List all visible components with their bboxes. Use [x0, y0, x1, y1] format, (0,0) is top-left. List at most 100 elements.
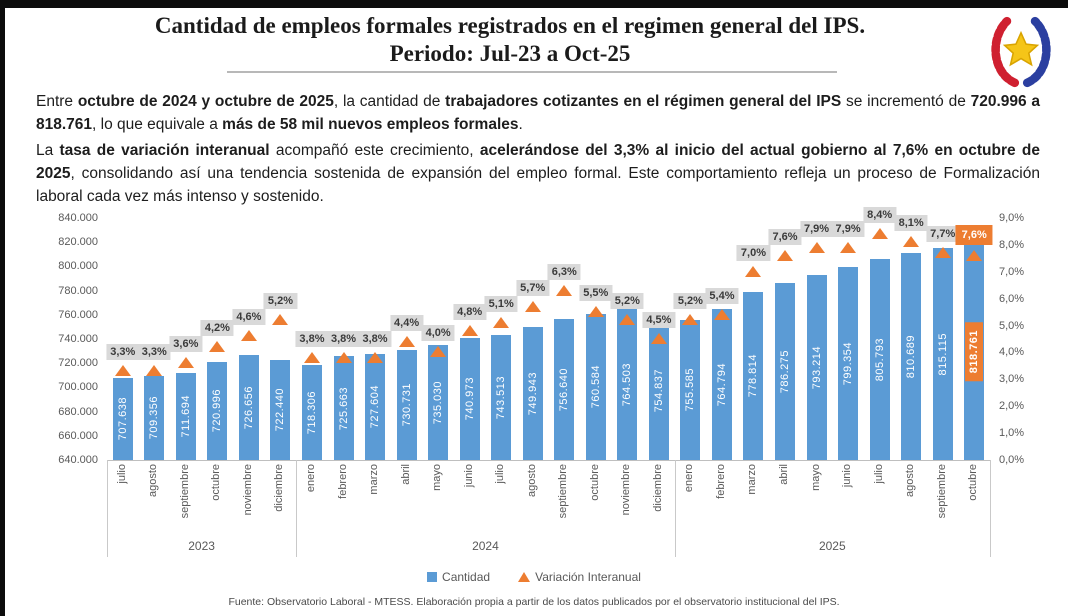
- bar-value-label: 727.604: [369, 385, 382, 429]
- bar-series-swatch-icon: [427, 572, 438, 582]
- secondary-axis-tick-label: 1,0%: [999, 427, 1025, 440]
- variacion-pct-label: 3,3%: [137, 344, 171, 361]
- bar-cantidad: [680, 320, 701, 460]
- text-segment: , lo que equivale a: [92, 116, 223, 133]
- month-tick-label: mayo: [809, 464, 822, 491]
- bar-value-label-wrap: 778.814: [739, 292, 767, 460]
- bar-value-label: 749.943: [526, 371, 539, 416]
- month-tick-label: octubre: [967, 464, 980, 501]
- variacion-triangle-marker: [367, 351, 384, 363]
- text-segment: tasa de variación interanual: [59, 142, 270, 159]
- bar-value-label-wrap: 755.585: [676, 320, 704, 460]
- bar-cantidad: [585, 314, 606, 460]
- variacion-triangle-marker: [398, 335, 415, 347]
- variacion-triangle-marker: [934, 246, 951, 258]
- bar-cantidad: [459, 337, 480, 460]
- variacion-triangle-marker: [493, 316, 510, 328]
- primary-axis-tick-label: 740.000: [58, 333, 98, 345]
- bar-value-label: 810.689: [905, 335, 918, 379]
- bar-value-label: 793.214: [810, 345, 823, 389]
- bar-cantidad: [270, 360, 291, 460]
- year-group-separator: [296, 460, 298, 557]
- bar-value-label: 707.638: [116, 397, 129, 441]
- variacion-pct-label: 7,6%: [768, 228, 802, 245]
- bar-value-label: 740.973: [463, 377, 476, 421]
- variacion-pct-label: 5,5%: [579, 285, 613, 302]
- bar-cantidad: [144, 376, 165, 460]
- bar-value-label: 735.030: [432, 380, 445, 425]
- bar-cantidad: [711, 308, 732, 460]
- bar-cantidad: [617, 309, 638, 460]
- text-segment: octubre de 2024 y octubre de 2025: [77, 93, 334, 110]
- text-segment: trabajadores cotizantes en el régimen ge…: [445, 93, 842, 110]
- text-segment: 720.996 a 818.761: [36, 93, 1040, 133]
- month-tick-label: abril: [778, 464, 791, 485]
- bar-cantidad: [522, 326, 543, 460]
- variacion-triangle-marker: [682, 314, 699, 326]
- variacion-pct-label: 7,7%: [926, 225, 960, 242]
- variacion-triangle-marker: [808, 241, 825, 253]
- month-tick-label: marzo: [368, 464, 381, 495]
- month-tick-label: enero: [683, 464, 696, 493]
- month-tick-label: agosto: [904, 464, 917, 498]
- primary-axis-tick-label: 720.000: [58, 357, 98, 370]
- bar-value-label: 718.306: [305, 390, 318, 435]
- year-tick-label: 2024: [472, 539, 499, 553]
- variacion-pct-label: 8,1%: [894, 215, 928, 232]
- page-title: Cantidad de empleos formales registrados…: [60, 12, 960, 68]
- text-segment: se incrementó de: [841, 93, 971, 110]
- variacion-triangle-marker: [840, 241, 857, 253]
- bar-cantidad: [428, 345, 449, 460]
- primary-axis-tick-label: 820.000: [58, 236, 98, 249]
- bar-cantidad: [301, 365, 322, 460]
- bar-value-label-wrap: 810.689: [897, 253, 925, 460]
- variacion-triangle-marker: [524, 300, 541, 312]
- variacion-pct-label: 3,8%: [326, 330, 361, 347]
- bar-value-label: 709.356: [148, 396, 161, 440]
- variacion-pct-label: 4,5%: [642, 312, 676, 328]
- month-tick-label: julio: [872, 464, 885, 484]
- screenshot-left-border: [0, 0, 5, 616]
- bar-value-label: 743.513: [495, 375, 508, 419]
- primary-axis-tick-label: 660.000: [58, 429, 98, 442]
- variacion-pct-label: 4,0%: [421, 325, 455, 342]
- variacion-triangle-marker: [619, 314, 636, 326]
- coat-of-arms-icon: [991, 16, 1051, 88]
- text-segment: .: [518, 116, 523, 133]
- secondary-axis-tick-label: 6,0%: [999, 292, 1025, 305]
- bar-value-label: 754.837: [652, 368, 665, 413]
- bar-value-label-wrap: 749.943: [519, 327, 547, 460]
- bar-value-label: 730.731: [400, 383, 413, 427]
- legend-item-variacion: Variación Interanual: [518, 570, 641, 584]
- intro-paragraph: Entre octubre de 2024 y octubre de 2025,…: [36, 90, 1040, 136]
- x-axis-line: [107, 460, 990, 461]
- variacion-pct-label: 4,4%: [390, 314, 424, 331]
- month-tick-label: noviembre: [241, 464, 254, 516]
- month-tick-label: octubre: [210, 464, 223, 501]
- variacion-triangle-marker: [430, 346, 447, 358]
- month-tick-label: junio: [841, 464, 854, 488]
- chart-legend: Cantidad Variación Interanual: [0, 570, 1068, 584]
- bar-value-label-wrap: 818.761: [960, 244, 988, 460]
- bar-value-label-wrap: 764.794: [708, 309, 736, 460]
- bar-value-label-wrap: 786.275: [771, 283, 799, 460]
- bar-cantidad: [238, 355, 259, 460]
- variacion-pct-label: 5,4%: [705, 287, 739, 304]
- bar-value-label-wrap: 725.663: [330, 356, 358, 460]
- month-tick-label: enero: [304, 464, 317, 493]
- variacion-pct-label: 4,2%: [200, 320, 234, 337]
- bar-cantidad: [333, 356, 354, 460]
- variacion-pct-label: 3,8%: [358, 330, 392, 347]
- bar-value-label-wrap: 707.638: [109, 378, 137, 460]
- legend-item-cantidad: Cantidad: [427, 570, 490, 584]
- variacion-pct-label: 5,2%: [610, 293, 644, 310]
- variacion-pct-label: 5,2%: [673, 293, 707, 310]
- variacion-pct-label: 8,4%: [863, 207, 897, 224]
- bar-value-label: 786.275: [779, 349, 792, 394]
- bar-value-label-wrap: 735.030: [424, 345, 452, 460]
- bar-cantidad: [491, 334, 512, 460]
- month-tick-label: septiembre: [935, 464, 948, 519]
- variacion-triangle-marker: [114, 365, 131, 377]
- bar-value-label-wrap: 722.440: [266, 360, 294, 460]
- bar-value-label: 725.663: [337, 386, 350, 430]
